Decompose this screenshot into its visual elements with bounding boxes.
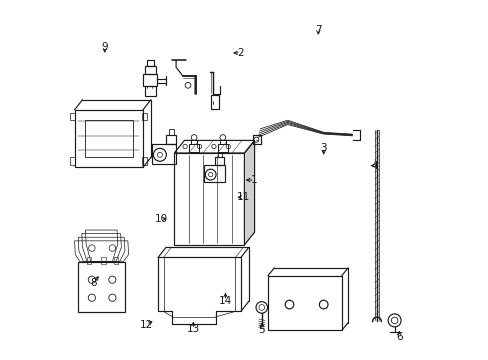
Bar xyxy=(165,135,176,144)
Text: 13: 13 xyxy=(186,324,200,334)
Bar xyxy=(174,153,244,245)
Bar xyxy=(204,165,224,182)
Bar xyxy=(211,95,219,109)
Bar xyxy=(219,140,225,144)
Bar xyxy=(70,157,75,165)
Bar xyxy=(267,276,341,330)
Bar xyxy=(144,66,155,74)
Bar xyxy=(218,152,222,157)
Bar xyxy=(142,74,157,86)
Text: 1: 1 xyxy=(251,175,257,185)
Bar xyxy=(152,144,176,164)
Bar xyxy=(142,157,147,165)
Text: 3: 3 xyxy=(320,143,326,153)
Text: 8: 8 xyxy=(90,278,97,288)
Bar xyxy=(189,144,199,152)
Text: 11: 11 xyxy=(236,192,249,202)
Bar xyxy=(114,257,118,264)
Bar xyxy=(70,113,75,120)
Text: 6: 6 xyxy=(395,332,402,342)
Bar xyxy=(101,257,105,264)
Bar xyxy=(215,157,224,165)
Text: 9: 9 xyxy=(102,42,108,52)
Text: 7: 7 xyxy=(314,24,321,35)
Text: 2: 2 xyxy=(237,48,244,58)
Text: 10: 10 xyxy=(154,214,167,224)
Bar xyxy=(85,120,133,157)
Bar xyxy=(144,86,155,96)
Bar xyxy=(78,262,125,312)
Bar xyxy=(168,129,173,135)
Text: 14: 14 xyxy=(218,296,232,306)
Text: 4: 4 xyxy=(371,161,377,171)
Text: 12: 12 xyxy=(140,320,153,330)
Text: 5: 5 xyxy=(258,325,264,336)
Bar xyxy=(218,144,227,152)
Bar xyxy=(87,257,91,264)
Bar xyxy=(75,110,142,167)
Bar xyxy=(146,60,153,66)
Bar xyxy=(142,113,147,120)
Bar xyxy=(190,140,197,144)
